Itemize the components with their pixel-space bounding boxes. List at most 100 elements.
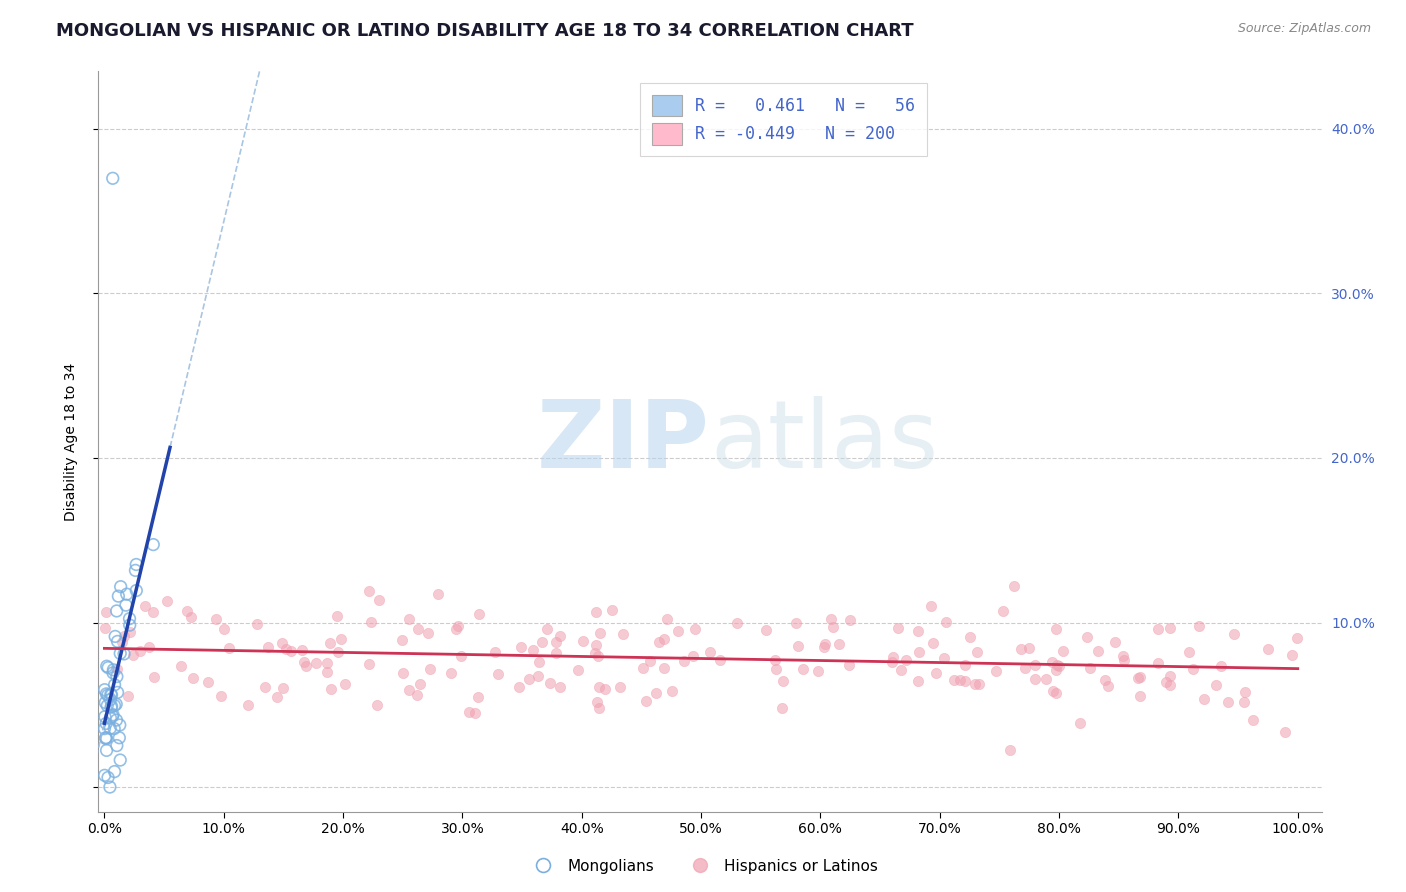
Point xyxy=(1112,648,1135,663)
Point xyxy=(292,655,315,669)
Point xyxy=(1094,673,1116,687)
Point xyxy=(181,671,204,685)
Point xyxy=(103,764,125,779)
Point xyxy=(93,621,115,635)
Point xyxy=(932,651,955,665)
Point xyxy=(530,635,553,649)
Point xyxy=(326,608,349,623)
Point xyxy=(107,685,129,699)
Point xyxy=(998,743,1021,757)
Point xyxy=(536,622,558,636)
Point xyxy=(792,662,814,676)
Point xyxy=(925,665,948,680)
Point xyxy=(588,680,610,694)
Point xyxy=(444,622,467,636)
Point xyxy=(907,673,929,688)
Point xyxy=(526,668,548,682)
Point xyxy=(1045,686,1067,700)
Point xyxy=(103,678,125,692)
Point xyxy=(823,619,845,633)
Point xyxy=(486,667,509,681)
Point xyxy=(467,690,489,705)
Point xyxy=(984,664,1007,678)
Point xyxy=(820,612,842,626)
Point xyxy=(1233,685,1256,699)
Point xyxy=(280,644,302,658)
Point xyxy=(1129,689,1152,703)
Point xyxy=(391,633,413,648)
Point xyxy=(755,623,778,637)
Point xyxy=(1087,643,1109,657)
Legend: R =   0.461   N =   56, R = -0.449   N = 200: R = 0.461 N = 56, R = -0.449 N = 200 xyxy=(640,83,927,156)
Point xyxy=(1233,695,1256,709)
Point xyxy=(156,593,179,607)
Point xyxy=(100,700,122,714)
Point xyxy=(1014,661,1036,675)
Point xyxy=(949,673,972,688)
Point xyxy=(600,603,623,617)
Point xyxy=(409,677,432,691)
Point xyxy=(170,658,193,673)
Point xyxy=(814,637,837,651)
Point xyxy=(101,171,124,186)
Point xyxy=(699,645,721,659)
Point xyxy=(112,647,135,661)
Point xyxy=(97,688,120,702)
Point xyxy=(908,645,931,659)
Point xyxy=(544,635,567,649)
Point xyxy=(1146,656,1168,670)
Point xyxy=(586,695,609,709)
Point xyxy=(567,663,589,677)
Point xyxy=(105,697,128,711)
Point xyxy=(666,624,689,638)
Point xyxy=(406,622,429,636)
Point xyxy=(118,612,141,626)
Point xyxy=(105,604,128,618)
Point xyxy=(583,646,606,660)
Point xyxy=(142,670,165,684)
Point xyxy=(96,743,118,757)
Point xyxy=(115,587,138,601)
Point xyxy=(104,629,127,643)
Point xyxy=(965,676,987,690)
Point xyxy=(966,644,988,658)
Point xyxy=(274,642,297,657)
Point xyxy=(319,636,342,650)
Point xyxy=(94,605,117,619)
Point xyxy=(1076,630,1098,644)
Point xyxy=(1205,678,1227,692)
Point xyxy=(450,649,472,664)
Point xyxy=(806,664,828,678)
Point xyxy=(142,605,165,619)
Point xyxy=(316,656,339,670)
Point xyxy=(522,643,544,657)
Point xyxy=(1159,621,1181,635)
Point xyxy=(1159,678,1181,692)
Point xyxy=(1178,645,1201,659)
Point xyxy=(1104,635,1126,649)
Point xyxy=(657,612,679,626)
Point xyxy=(1243,713,1265,727)
Point xyxy=(112,629,135,643)
Point xyxy=(571,634,593,648)
Point xyxy=(236,698,259,713)
Point xyxy=(110,580,132,594)
Point xyxy=(509,640,531,654)
Point xyxy=(107,634,129,648)
Point xyxy=(105,662,128,676)
Point xyxy=(105,669,128,683)
Point xyxy=(96,731,118,745)
Point xyxy=(416,626,439,640)
Point xyxy=(426,587,449,601)
Point xyxy=(290,643,312,657)
Point xyxy=(612,626,634,640)
Point xyxy=(368,593,391,607)
Point xyxy=(1046,658,1069,673)
Point xyxy=(197,674,219,689)
Point xyxy=(125,583,148,598)
Point xyxy=(179,609,201,624)
Point xyxy=(709,653,731,667)
Point xyxy=(959,630,981,644)
Point xyxy=(839,613,862,627)
Point xyxy=(98,780,121,794)
